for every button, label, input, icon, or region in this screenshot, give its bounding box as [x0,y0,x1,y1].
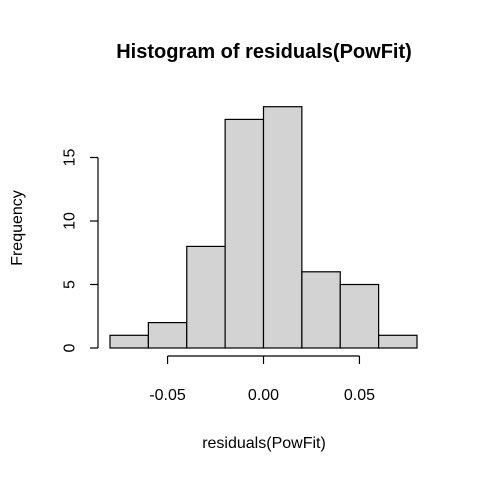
histogram-bar [186,245,226,349]
y-axis-label: Frequency [9,190,26,266]
x-tick-label: 0.05 [344,387,375,404]
histogram-bar [378,334,418,349]
y-tick-label: 15 [62,149,79,167]
chart-title: Histogram of residuals(PowFit) [116,41,412,63]
y-tick-label: 10 [62,212,79,230]
histogram-bar [147,322,188,349]
histogram-bar [301,271,341,349]
y-tick-label: 5 [62,280,79,289]
y-tick-label: 0 [62,343,79,352]
bars-group [109,106,418,349]
y-axis: 0 5 10 15 [62,149,99,352]
histogram-bar [339,283,380,349]
x-tick-label: 0.00 [248,387,279,404]
x-axis-label: residuals(PowFit) [202,435,326,452]
histogram-bar [224,118,265,349]
histogram-bar [262,106,303,349]
x-axis: -0.05 0.00 0.05 [149,355,375,404]
x-tick-label: -0.05 [149,387,186,404]
histogram-bar [109,334,149,349]
